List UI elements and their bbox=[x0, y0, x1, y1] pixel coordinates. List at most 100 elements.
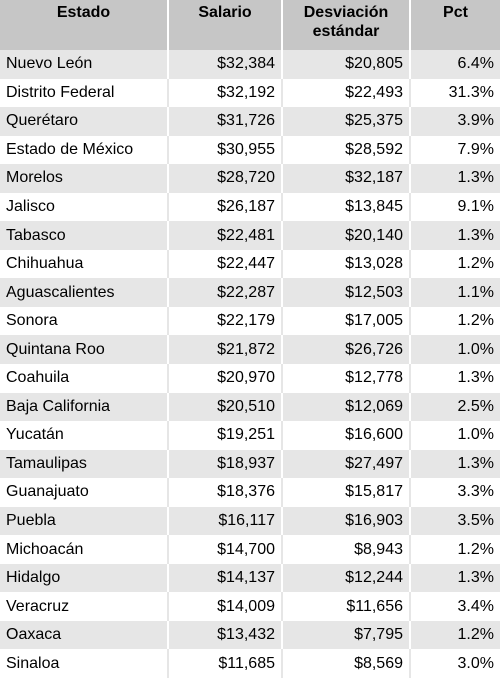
table-cell: Jalisco bbox=[0, 192, 168, 222]
table-cell: 1.2% bbox=[409, 249, 500, 279]
table-cell: $30,955 bbox=[167, 135, 282, 165]
table-cell: $20,140 bbox=[281, 221, 410, 250]
table-cell: $25,375 bbox=[281, 107, 410, 136]
table-cell: $28,720 bbox=[167, 164, 282, 193]
table-row: Estado de México $30,955 $28,592 7.9% bbox=[0, 135, 500, 165]
table-cell: Quintana Roo bbox=[0, 335, 168, 365]
table-cell: $20,510 bbox=[167, 392, 282, 422]
table-cell: Estado de México bbox=[0, 135, 168, 165]
header-cell: Pct bbox=[409, 0, 500, 50]
table-row: Chihuahua $22,447 $13,028 1.2% bbox=[0, 249, 500, 279]
table-cell: Baja California bbox=[0, 392, 168, 422]
table-cell: $22,287 bbox=[167, 278, 282, 307]
table-cell: Distrito Federal bbox=[0, 78, 168, 108]
table-cell: 2.5% bbox=[409, 392, 500, 422]
table-row: Sonora $22,179 $17,005 1.2% bbox=[0, 306, 500, 336]
table-cell: $14,700 bbox=[167, 535, 282, 564]
table-cell: $12,244 bbox=[281, 563, 410, 593]
table-cell: Querétaro bbox=[0, 107, 168, 136]
table-cell: Puebla bbox=[0, 506, 168, 536]
table-cell: 1.2% bbox=[409, 306, 500, 336]
table-cell: 9.1% bbox=[409, 192, 500, 222]
table-cell: $32,187 bbox=[281, 164, 410, 193]
table-row: Tamaulipas $18,937 $27,497 1.3% bbox=[0, 449, 500, 479]
header-cell: Estado bbox=[0, 0, 168, 50]
table-row: Yucatán $19,251 $16,600 1.0% bbox=[0, 421, 500, 450]
table-cell: Oaxaca bbox=[0, 620, 168, 650]
table-cell: 7.9% bbox=[409, 135, 500, 165]
table-cell: $28,592 bbox=[281, 135, 410, 165]
table-cell: Nuevo León bbox=[0, 50, 168, 79]
table-row: Sinaloa $11,685 $8,569 3.0% bbox=[0, 649, 500, 678]
table-body: Nuevo León $32,384 $20,805 6.4% Distrito Fed… bbox=[0, 50, 500, 678]
table-cell: 1.1% bbox=[409, 278, 500, 307]
table-cell: $26,187 bbox=[167, 192, 282, 222]
table-cell: $20,805 bbox=[281, 50, 410, 79]
table-cell: $16,117 bbox=[167, 506, 282, 536]
table-cell: Sonora bbox=[0, 306, 168, 336]
table-row: Quintana Roo $21,872 $26,726 1.0% bbox=[0, 335, 500, 365]
table-cell: $11,656 bbox=[281, 592, 410, 621]
table-cell: Morelos bbox=[0, 164, 168, 193]
table-cell: $13,028 bbox=[281, 249, 410, 279]
table-row: Puebla $16,117 $16,903 3.5% bbox=[0, 506, 500, 536]
table-row: Guanajuato $18,376 $15,817 3.3% bbox=[0, 478, 500, 507]
table-cell: $14,009 bbox=[167, 592, 282, 621]
table-cell: Veracruz bbox=[0, 592, 168, 621]
table-cell: 1.0% bbox=[409, 421, 500, 450]
table-cell: $22,493 bbox=[281, 78, 410, 108]
table-cell: Tamaulipas bbox=[0, 449, 168, 479]
table-cell: 1.2% bbox=[409, 620, 500, 650]
table-cell: $31,726 bbox=[167, 107, 282, 136]
table-cell: $18,937 bbox=[167, 449, 282, 479]
table-cell: $22,179 bbox=[167, 306, 282, 336]
table-cell: 1.3% bbox=[409, 164, 500, 193]
table-cell: Yucatán bbox=[0, 421, 168, 450]
table-cell: Hidalgo bbox=[0, 563, 168, 593]
header-row: Estado Salario Desviación estándar Pct bbox=[0, 0, 500, 50]
table-cell: 3.3% bbox=[409, 478, 500, 507]
table-cell: $8,569 bbox=[281, 649, 410, 678]
table-cell: $15,817 bbox=[281, 478, 410, 507]
table-row: Tabasco $22,481 $20,140 1.3% bbox=[0, 221, 500, 250]
table-cell: $12,069 bbox=[281, 392, 410, 422]
table-row: Distrito Federal $32,192 $22,493 31.3% bbox=[0, 78, 500, 108]
table-cell: 6.4% bbox=[409, 50, 500, 79]
table-cell: Guanajuato bbox=[0, 478, 168, 507]
table-cell: $20,970 bbox=[167, 364, 282, 393]
table-cell: $8,943 bbox=[281, 535, 410, 564]
table-cell: 3.0% bbox=[409, 649, 500, 678]
table-cell: $13,432 bbox=[167, 620, 282, 650]
header-cell: Desviación estándar bbox=[281, 0, 410, 50]
table-cell: 3.4% bbox=[409, 592, 500, 621]
table-row: Coahuila $20,970 $12,778 1.3% bbox=[0, 364, 500, 393]
table-row: Veracruz $14,009 $11,656 3.4% bbox=[0, 592, 500, 621]
table-cell: Michoacán bbox=[0, 535, 168, 564]
table-cell: $22,481 bbox=[167, 221, 282, 250]
table-row: Hidalgo $14,137 $12,244 1.3% bbox=[0, 563, 500, 593]
table-cell: $11,685 bbox=[167, 649, 282, 678]
table-cell: $12,503 bbox=[281, 278, 410, 307]
table-cell: 31.3% bbox=[409, 78, 500, 108]
table-cell: 1.3% bbox=[409, 449, 500, 479]
table-cell: 1.2% bbox=[409, 535, 500, 564]
table-cell: Aguascalientes bbox=[0, 278, 168, 307]
table-row: Aguascalientes $22,287 $12,503 1.1% bbox=[0, 278, 500, 307]
table-cell: $22,447 bbox=[167, 249, 282, 279]
table-cell: $16,903 bbox=[281, 506, 410, 536]
table-header: Estado Salario Desviación estándar Pct bbox=[0, 0, 500, 50]
table-cell: $32,384 bbox=[167, 50, 282, 79]
table-cell: $32,192 bbox=[167, 78, 282, 108]
table-cell: Sinaloa bbox=[0, 649, 168, 678]
table-cell: $21,872 bbox=[167, 335, 282, 365]
table-cell: $13,845 bbox=[281, 192, 410, 222]
table-cell: 3.9% bbox=[409, 107, 500, 136]
table-row: Oaxaca $13,432 $7,795 1.2% bbox=[0, 620, 500, 650]
table-cell: $12,778 bbox=[281, 364, 410, 393]
table-row: Michoacán $14,700 $8,943 1.2% bbox=[0, 535, 500, 564]
table-cell: $14,137 bbox=[167, 563, 282, 593]
table-cell: $7,795 bbox=[281, 620, 410, 650]
table-row: Baja California $20,510 $12,069 2.5% bbox=[0, 392, 500, 422]
